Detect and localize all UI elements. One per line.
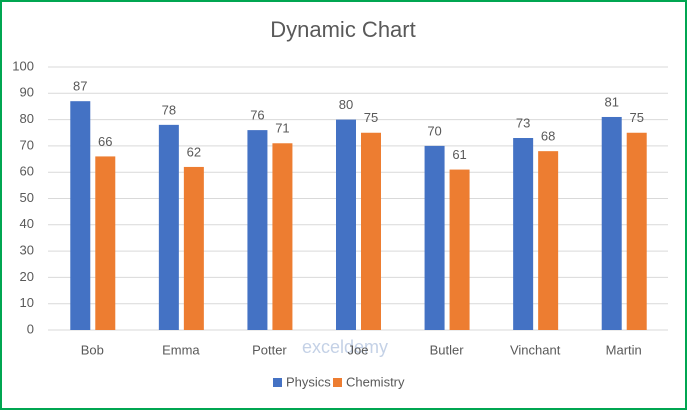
bar (95, 156, 116, 330)
y-tick-label: 0 (27, 321, 34, 336)
bar (336, 119, 356, 330)
y-tick-label: 50 (20, 190, 34, 205)
value-label: 80 (339, 97, 353, 112)
x-tick-label: Martin (606, 342, 642, 357)
bar (538, 151, 559, 330)
legend-label: Physics (286, 374, 331, 389)
value-label: 87 (73, 79, 87, 94)
value-label: 81 (604, 94, 618, 109)
bar (247, 130, 268, 330)
bar (183, 166, 204, 330)
value-label: 66 (98, 134, 112, 149)
value-label: 76 (250, 108, 264, 123)
bar (601, 116, 622, 330)
value-label: 71 (275, 121, 289, 136)
x-tick-label: Potter (252, 342, 287, 357)
value-label: 75 (629, 110, 643, 125)
x-tick-label: Bob (81, 342, 104, 357)
bar (449, 169, 470, 330)
x-tick-label: Emma (162, 342, 200, 357)
legend-label: Chemistry (346, 374, 405, 389)
y-tick-label: 60 (20, 164, 34, 179)
bar (272, 143, 293, 330)
value-label: 68 (541, 129, 555, 144)
legend-swatch (333, 378, 342, 387)
bar (361, 132, 381, 330)
legend-swatch (273, 378, 282, 387)
y-tick-label: 70 (20, 137, 34, 152)
x-tick-label: Joe (348, 342, 369, 357)
y-tick-label: 10 (20, 295, 34, 310)
bar (158, 124, 179, 330)
y-tick-label: 30 (20, 243, 34, 258)
bar (70, 101, 91, 330)
value-label: 62 (187, 144, 201, 159)
y-tick-label: 80 (20, 111, 34, 126)
y-tick-label: 20 (20, 269, 34, 284)
x-tick-label: Butler (430, 342, 465, 357)
y-tick-label: 90 (20, 85, 34, 100)
value-label: 73 (516, 115, 530, 130)
bar (513, 138, 534, 330)
value-label: 75 (364, 110, 378, 125)
value-label: 61 (452, 147, 466, 162)
x-tick-label: Vinchant (510, 342, 561, 357)
value-label: 78 (162, 102, 176, 117)
value-label: 70 (427, 123, 441, 138)
bar (626, 132, 647, 330)
watermark: exceldemy (302, 337, 388, 357)
y-tick-label: 100 (12, 58, 34, 73)
y-tick-label: 40 (20, 216, 34, 231)
bar (424, 145, 445, 330)
chart-title: Dynamic Chart (270, 17, 415, 42)
